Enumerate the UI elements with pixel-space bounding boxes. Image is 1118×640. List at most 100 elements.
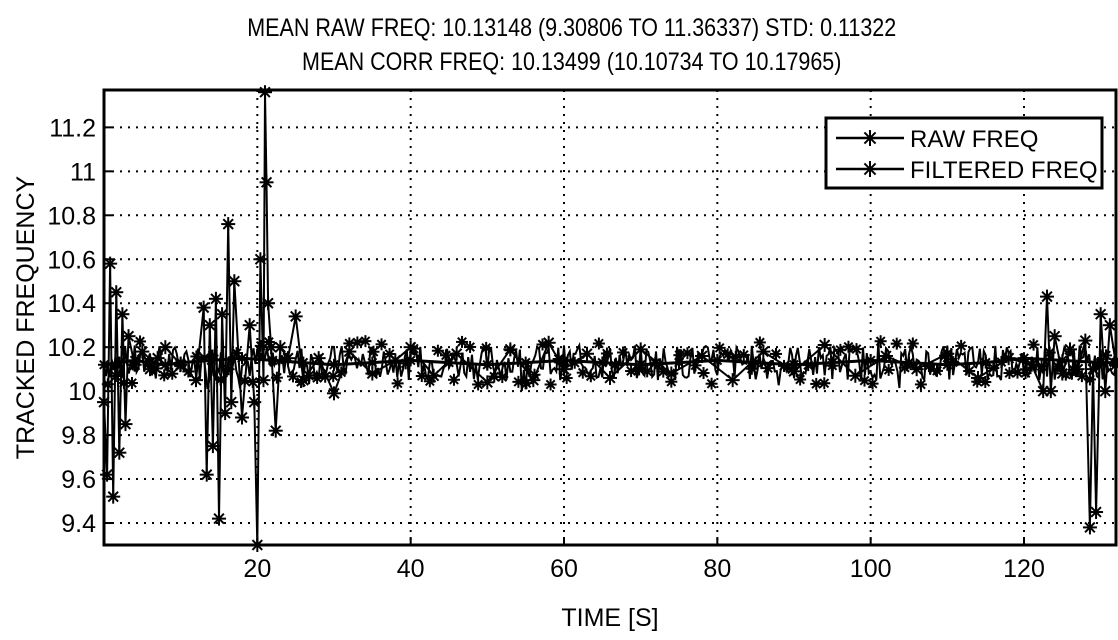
data-point [342, 344, 357, 359]
data-point [1102, 318, 1117, 333]
raw-noise-marker [158, 369, 171, 382]
data-point [1070, 362, 1085, 377]
data-point [848, 368, 863, 383]
y-tick-label: 10.2 [47, 334, 96, 362]
raw-noise-marker [705, 377, 718, 390]
data-point [749, 356, 762, 369]
data-point [227, 274, 242, 289]
data-point [711, 354, 724, 367]
raw-noise-marker [753, 336, 766, 349]
raw-noise-marker [681, 347, 694, 360]
data-point [297, 356, 310, 369]
raw-noise-marker [737, 348, 750, 361]
raw-noise-marker [584, 370, 597, 383]
raw-noise-marker [391, 377, 404, 390]
raw-noise-line [103, 341, 1117, 392]
data-point [266, 354, 279, 367]
legend-item: RAW FREQ [836, 126, 1038, 153]
raw-noise-marker [351, 336, 364, 349]
raw-noise-marker [906, 337, 919, 350]
data-point [365, 366, 380, 381]
data-point [1018, 352, 1030, 365]
x-tick-label: 80 [703, 555, 731, 583]
data-point [603, 370, 617, 385]
data-point [903, 356, 915, 369]
y-tick-label: 11.2 [49, 114, 96, 142]
raw-noise-marker [544, 378, 557, 391]
raw-noise-marker [560, 372, 573, 385]
raw-noise-marker [359, 335, 372, 348]
raw-noise-marker [890, 337, 903, 350]
y-tick-label: 9.8 [61, 422, 96, 450]
raw-noise-marker [794, 373, 807, 386]
raw-noise-marker [447, 373, 460, 386]
raw-noise-marker [472, 378, 485, 391]
raw-noise-marker [625, 365, 638, 378]
data-point [443, 356, 455, 369]
data-point [481, 358, 494, 371]
data-point [205, 439, 220, 454]
raw-noise-marker [375, 338, 388, 351]
x-tick-label: 20 [243, 555, 271, 583]
data-point [1047, 329, 1062, 344]
data-point [109, 285, 124, 300]
data-point [1056, 354, 1069, 367]
raw-noise-band [101, 335, 1118, 392]
data-point [940, 346, 955, 361]
y-tick-label: 10.4 [47, 290, 96, 318]
data-point [971, 370, 985, 385]
data-point [235, 410, 249, 425]
data-point [541, 335, 556, 350]
data-point [218, 406, 233, 421]
data-point [202, 318, 217, 333]
data-point [526, 373, 541, 388]
legend-item: FILTERED FREQ [836, 157, 1098, 184]
data-point [580, 346, 594, 361]
data-point [817, 337, 832, 352]
raw-noise-marker [480, 341, 493, 354]
raw-noise-marker [600, 347, 613, 360]
data-point [236, 352, 248, 365]
data-point [158, 340, 173, 355]
raw-noise-marker [367, 345, 380, 358]
data-point [1098, 384, 1113, 399]
raw-noise-marker [1027, 338, 1040, 351]
raw-noise-marker [882, 363, 895, 376]
data-point [979, 356, 992, 369]
data-point [242, 318, 257, 333]
y-tick-label: 10 [68, 378, 96, 406]
legend-marker [862, 130, 878, 146]
raw-noise-marker [866, 377, 879, 390]
data-point [268, 423, 283, 438]
y-tick-label: 10.6 [47, 246, 96, 274]
data-point [112, 445, 127, 460]
raw-noise-marker [818, 377, 831, 390]
raw-noise-marker [431, 344, 444, 357]
data-point [634, 358, 647, 371]
data-point [519, 356, 532, 369]
data-point [788, 358, 800, 371]
data-point [135, 344, 150, 359]
raw-noise-marker [850, 343, 863, 356]
data-point [1040, 289, 1054, 304]
raw-noise-marker [383, 347, 396, 360]
data-point [403, 340, 418, 355]
raw-noise-marker [415, 370, 428, 383]
data-point [174, 356, 187, 369]
raw-noise-marker [930, 364, 943, 377]
raw-noise-marker [496, 371, 509, 384]
data-point [1082, 520, 1097, 535]
legend-box [824, 116, 1104, 190]
series-raw-freq [97, 85, 1118, 552]
x-axis-label: TIME [S] [561, 604, 658, 632]
data-point [288, 309, 303, 324]
data-point [1093, 307, 1108, 322]
data-point [1094, 356, 1107, 369]
data-point [1089, 505, 1104, 520]
data-point [756, 344, 771, 359]
data-point [115, 307, 130, 322]
data-point [296, 373, 311, 388]
raw-noise-marker [134, 335, 147, 348]
data-point [215, 307, 230, 322]
